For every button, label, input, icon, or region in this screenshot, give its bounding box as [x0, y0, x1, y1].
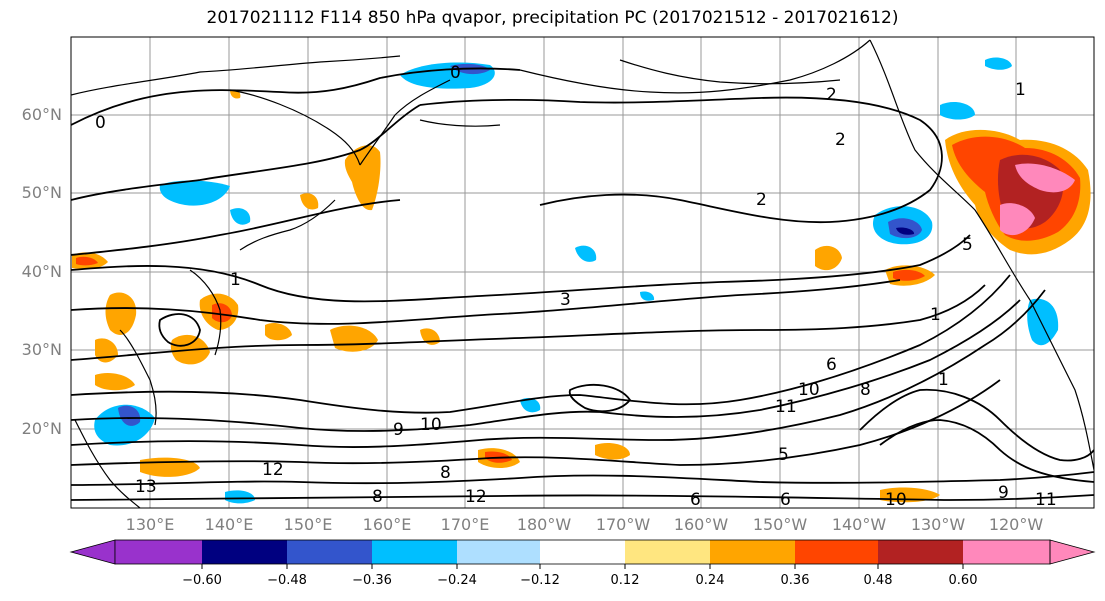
- contour-label: 1: [938, 370, 949, 390]
- contour-label: 10: [420, 415, 442, 435]
- lon-label: 130°W: [910, 515, 966, 534]
- contour-label: 1: [930, 305, 941, 325]
- lon-label: 150°W: [752, 515, 808, 534]
- colorbar-bin: [963, 540, 1050, 564]
- colorbar-bin: [287, 540, 372, 564]
- contour-label: 8: [440, 463, 451, 483]
- contour-label: 6: [826, 355, 837, 375]
- lat-label: 30°N: [21, 340, 62, 359]
- contour-label: 3: [560, 290, 571, 310]
- lon-label: 160°E: [362, 515, 412, 534]
- colorbar-bin: [372, 540, 457, 564]
- contour-label: 5: [962, 235, 973, 255]
- contour-label: 10: [798, 380, 820, 400]
- lat-label: 60°N: [21, 105, 62, 124]
- colorbar-tick-label: −0.36: [352, 573, 392, 588]
- contour-label: 2: [835, 130, 846, 150]
- map-title: 2017021112 F114 850 hPa qvapor, precipit…: [206, 8, 899, 28]
- coastlines: [71, 39, 1094, 508]
- contour-label: 9: [393, 420, 404, 440]
- contour-label: 1: [230, 270, 241, 290]
- colorbar-tick-label: 0.12: [610, 573, 640, 588]
- colorbar-extend-high: [1049, 539, 1096, 565]
- colorbar-tick-label: 0.36: [780, 573, 810, 588]
- colorbar-tick-label: 0.24: [695, 573, 725, 588]
- contour-label: 6: [690, 490, 701, 510]
- colorbar-bin: [202, 540, 287, 564]
- lon-label: 140°W: [831, 515, 887, 534]
- colorbar-bin: [625, 540, 710, 564]
- colorbar-bin: [540, 540, 625, 564]
- precip-fills: [72, 57, 1091, 504]
- contour-label: 5: [778, 445, 789, 465]
- colorbar-tick-label: −0.24: [437, 573, 477, 588]
- colorbar-bin: [457, 540, 540, 564]
- contour-label: 2: [826, 85, 837, 105]
- contour-label: 8: [860, 380, 871, 400]
- lon-label: 130°E: [125, 515, 175, 534]
- contour-label: 11: [775, 397, 797, 417]
- lon-label: 120°W: [988, 515, 1044, 534]
- colorbar-extend-low: [69, 539, 116, 565]
- lon-label: 180°W: [516, 515, 572, 534]
- colorbar-bin: [878, 540, 963, 564]
- colorbar-tick-label: −0.12: [520, 573, 560, 588]
- contour-label: 9: [998, 483, 1009, 503]
- lon-label: 170°W: [595, 515, 651, 534]
- lat-label: 50°N: [21, 183, 62, 202]
- contour-label: 8: [372, 487, 383, 507]
- lat-label: 20°N: [21, 419, 62, 438]
- colorbar-tick-label: −0.60: [182, 573, 222, 588]
- lat-label: 40°N: [21, 262, 62, 281]
- contour-label: 2: [756, 190, 767, 210]
- contour-label: 11: [1035, 490, 1057, 510]
- colorbar-bin: [710, 540, 795, 564]
- colorbar: [69, 539, 1096, 569]
- contour-label: 0: [95, 113, 106, 133]
- qvapor-contours: [71, 67, 1094, 501]
- contour-label: 12: [465, 487, 487, 507]
- colorbar-tick-label: −0.48: [267, 573, 307, 588]
- colorbar-tick-label: 0.48: [863, 573, 893, 588]
- colorbar-outline: [114, 539, 1051, 565]
- colorbar-tick-label: 0.60: [948, 573, 978, 588]
- map-plot: 0 0 2 2 2 3 5 6 8 10 9 10 11 12 13 8 1 6…: [71, 37, 1094, 510]
- contour-label: 13: [135, 477, 157, 497]
- lon-label: 160°W: [673, 515, 729, 534]
- map-frame: [70, 36, 1095, 509]
- contour-label: 10: [885, 490, 907, 510]
- contour-label: 6: [780, 490, 791, 510]
- colorbar-bin: [795, 540, 878, 564]
- lon-label: 170°E: [440, 515, 490, 534]
- contour-label: 0: [450, 63, 461, 83]
- contour-labels: 0 0 2 2 2 3 5 6 8 10 9 10 11 12 13 8 1 6…: [95, 63, 1057, 510]
- lon-label: 150°E: [283, 515, 333, 534]
- contour-label: 1: [1015, 80, 1026, 100]
- contour-label: 12: [262, 460, 284, 480]
- colorbar-bin: [115, 540, 202, 564]
- lon-label: 140°E: [204, 515, 254, 534]
